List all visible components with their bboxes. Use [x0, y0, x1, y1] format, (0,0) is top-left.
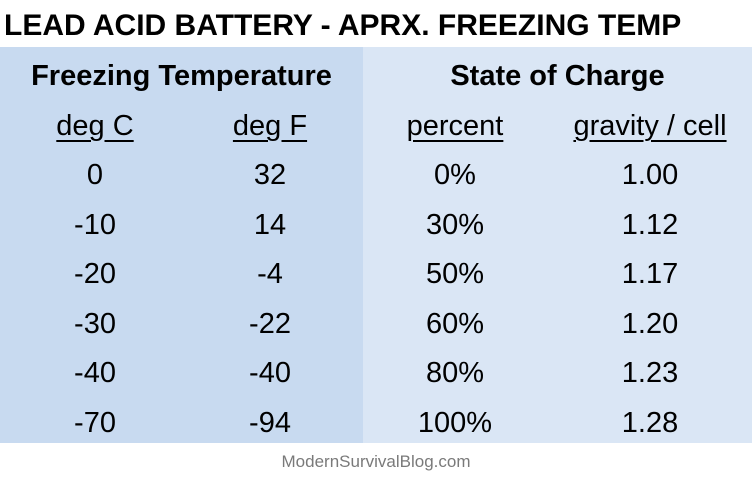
data-table: 0 32 0% 1.00 -10 14 30% 1.12 -20 -4 50% … — [0, 151, 752, 449]
cell-gravity: 1.17 — [621, 258, 679, 291]
cell-deg-c: -40 — [74, 357, 116, 390]
column-header-deg-c: deg C — [56, 110, 134, 142]
cell-deg-c: 0 — [86, 159, 104, 191]
column-header-gravity: gravity / cell — [573, 110, 727, 142]
cell-deg-f: -4 — [257, 258, 283, 291]
cell-gravity: 1.00 — [621, 159, 679, 191]
cell-deg-c: -20 — [74, 258, 116, 291]
cell-deg-f: -40 — [249, 357, 291, 390]
cell-deg-f: -22 — [249, 307, 291, 340]
source-credit: ModernSurvivalBlog.com — [281, 452, 471, 471]
cell-deg-c: -30 — [74, 307, 116, 340]
cell-gravity: 1.28 — [621, 406, 679, 439]
cell-percent: 100% — [417, 406, 493, 439]
cell-deg-f: 32 — [253, 159, 287, 191]
freezing-temperature-panel — [0, 47, 363, 443]
cell-percent: 30% — [425, 208, 485, 241]
table-row: -40 -40 80% 1.23 — [0, 349, 752, 399]
cell-gravity: 1.23 — [621, 357, 679, 390]
cell-percent: 80% — [425, 357, 485, 390]
cell-deg-f: -94 — [249, 406, 291, 439]
page-title: LEAD ACID BATTERY - APRX. FREEZING TEMP — [4, 9, 682, 42]
cell-deg-c: -70 — [74, 406, 116, 439]
column-header-deg-f: deg F — [232, 110, 308, 142]
freezing-temperature-heading: Freezing Temperature — [31, 60, 332, 92]
table-row: -20 -4 50% 1.17 — [0, 250, 752, 300]
column-header-percent: percent — [406, 110, 504, 142]
table-row: -70 -94 100% 1.28 — [0, 399, 752, 449]
cell-percent: 50% — [425, 258, 485, 291]
table-row: -30 -22 60% 1.20 — [0, 300, 752, 350]
table-row: 0 32 0% 1.00 — [0, 151, 752, 201]
cell-deg-f: 14 — [253, 208, 287, 241]
table-row: -10 14 30% 1.12 — [0, 201, 752, 251]
state-of-charge-heading: State of Charge — [450, 60, 665, 92]
cell-gravity: 1.20 — [621, 307, 679, 340]
state-of-charge-panel — [363, 47, 752, 443]
cell-percent: 60% — [425, 307, 485, 340]
cell-deg-c: -10 — [74, 208, 116, 241]
cell-gravity: 1.12 — [621, 208, 679, 241]
cell-percent: 0% — [434, 159, 476, 191]
